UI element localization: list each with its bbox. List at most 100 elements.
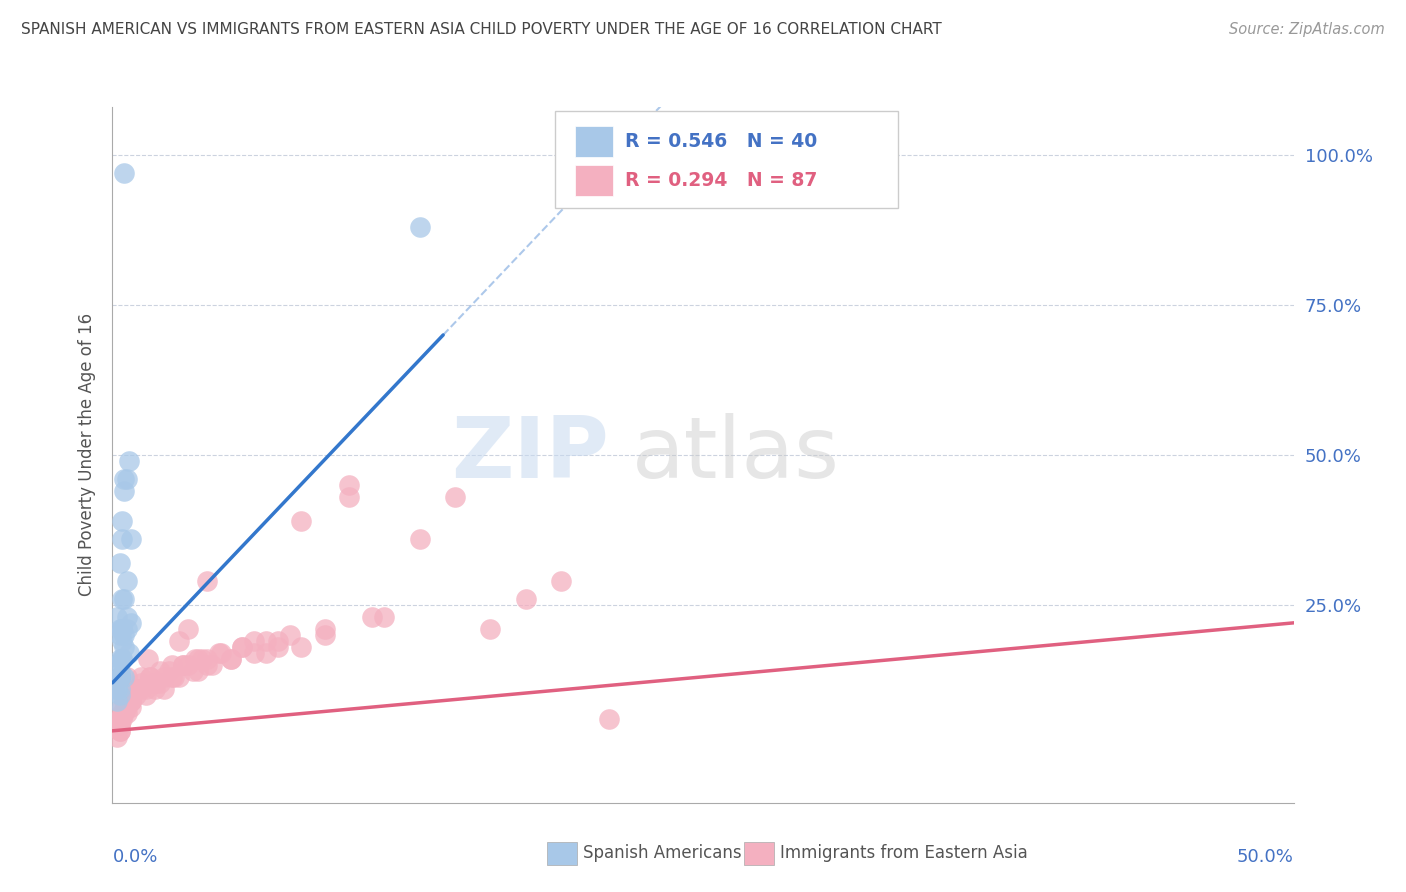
Point xyxy=(120,694,142,708)
Point xyxy=(129,681,152,696)
Point xyxy=(111,706,134,720)
Point xyxy=(167,633,190,648)
Point xyxy=(115,699,138,714)
Point xyxy=(172,657,194,672)
Point xyxy=(143,676,166,690)
Point xyxy=(125,681,148,696)
FancyBboxPatch shape xyxy=(744,842,773,865)
Point xyxy=(243,646,266,660)
Text: Source: ZipAtlas.com: Source: ZipAtlas.com xyxy=(1229,22,1385,37)
Point xyxy=(314,622,336,636)
Point xyxy=(149,676,172,690)
FancyBboxPatch shape xyxy=(575,165,613,196)
Point xyxy=(219,652,242,666)
Point xyxy=(136,652,159,666)
Point xyxy=(112,166,135,180)
Point xyxy=(515,591,537,606)
Point xyxy=(129,670,152,684)
Point xyxy=(108,670,131,684)
Point xyxy=(111,514,134,528)
Point xyxy=(108,712,131,726)
Point xyxy=(177,657,200,672)
Point xyxy=(108,670,131,684)
Point xyxy=(149,664,172,678)
Point xyxy=(112,640,135,654)
Point xyxy=(105,694,128,708)
Point xyxy=(550,574,572,588)
Point xyxy=(108,622,131,636)
Point xyxy=(112,706,135,720)
Point xyxy=(231,640,253,654)
Text: atlas: atlas xyxy=(633,413,841,497)
Point xyxy=(105,657,128,672)
Point xyxy=(108,718,131,732)
Point xyxy=(111,633,134,648)
Point xyxy=(108,652,131,666)
Point xyxy=(143,676,166,690)
Point xyxy=(208,646,231,660)
Point xyxy=(479,622,502,636)
Text: SPANISH AMERICAN VS IMMIGRANTS FROM EASTERN ASIA CHILD POVERTY UNDER THE AGE OF : SPANISH AMERICAN VS IMMIGRANTS FROM EAST… xyxy=(21,22,942,37)
Point xyxy=(186,652,208,666)
Text: 50.0%: 50.0% xyxy=(1237,848,1294,866)
Text: R = 0.546   N = 40: R = 0.546 N = 40 xyxy=(626,132,817,152)
Point xyxy=(195,657,218,672)
Point xyxy=(209,646,232,660)
Point xyxy=(108,670,131,684)
Point xyxy=(373,610,395,624)
FancyBboxPatch shape xyxy=(555,111,898,208)
Point xyxy=(111,652,134,666)
Point xyxy=(115,472,138,486)
Point xyxy=(108,723,131,738)
Point xyxy=(118,646,141,660)
Point xyxy=(139,670,162,684)
Point xyxy=(120,615,142,630)
Point xyxy=(111,622,134,636)
Text: Spanish Americans: Spanish Americans xyxy=(582,844,741,862)
Point xyxy=(337,478,360,492)
Point xyxy=(160,657,183,672)
Point xyxy=(111,591,134,606)
Point xyxy=(195,652,218,666)
Point xyxy=(167,670,190,684)
Point xyxy=(108,718,131,732)
Point xyxy=(408,532,430,546)
Point xyxy=(108,723,131,738)
Point xyxy=(153,681,176,696)
Point xyxy=(105,681,128,696)
Point xyxy=(267,633,290,648)
Point xyxy=(408,219,430,234)
Point xyxy=(108,688,131,702)
Point xyxy=(195,574,218,588)
Point xyxy=(243,633,266,648)
Point xyxy=(267,640,290,654)
Point xyxy=(172,657,194,672)
Point xyxy=(115,706,138,720)
Point xyxy=(598,712,620,726)
Point xyxy=(219,652,242,666)
Point xyxy=(139,670,162,684)
Point xyxy=(157,664,180,678)
Point xyxy=(111,532,134,546)
Point xyxy=(163,670,186,684)
Point xyxy=(115,622,138,636)
Point xyxy=(108,712,131,726)
Point xyxy=(254,633,277,648)
FancyBboxPatch shape xyxy=(547,842,576,865)
Text: R = 0.294   N = 87: R = 0.294 N = 87 xyxy=(626,171,817,190)
Point xyxy=(160,670,183,684)
Point xyxy=(105,610,128,624)
Point xyxy=(112,628,135,642)
Point xyxy=(112,591,135,606)
FancyBboxPatch shape xyxy=(575,126,613,157)
Point xyxy=(129,676,152,690)
Text: 0.0%: 0.0% xyxy=(112,848,157,866)
Point xyxy=(115,574,138,588)
Point xyxy=(112,694,135,708)
Point xyxy=(111,706,134,720)
Point xyxy=(108,556,131,570)
Point xyxy=(105,681,128,696)
Point xyxy=(112,472,135,486)
Point xyxy=(290,514,312,528)
Point xyxy=(112,670,135,684)
